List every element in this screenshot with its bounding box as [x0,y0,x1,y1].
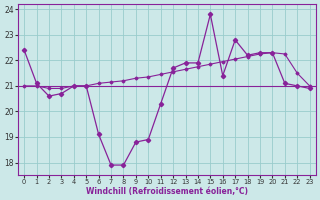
X-axis label: Windchill (Refroidissement éolien,°C): Windchill (Refroidissement éolien,°C) [86,187,248,196]
